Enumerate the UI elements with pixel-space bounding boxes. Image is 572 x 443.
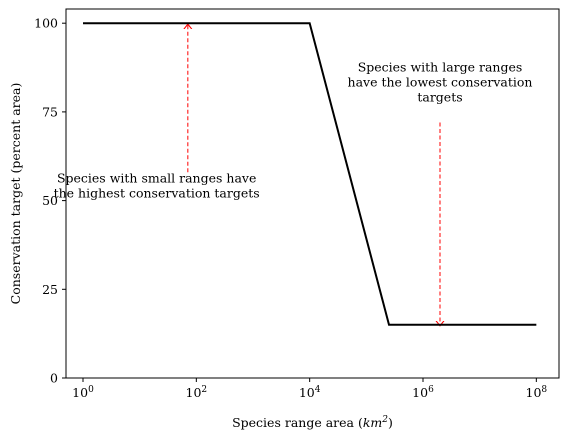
x-tick-label: 104: [299, 385, 321, 400]
x-axis-ticks: 100 102 104 106 108: [72, 378, 547, 400]
annotation-text: Species with large ranges have the lowest…: [348, 60, 533, 105]
series: [83, 22, 537, 326]
y-tick-label: 75: [42, 104, 58, 119]
y-tick-label: 50: [42, 193, 58, 208]
x-tick-label: 102: [186, 385, 208, 400]
series-line: [83, 22, 537, 326]
plot-area: [65, 8, 560, 379]
y-tick-label: 25: [42, 282, 58, 297]
y-tick-label: 0: [50, 371, 58, 386]
x-tick-label: 100: [72, 385, 94, 400]
annotation-text: Species with small ranges have the highes…: [54, 171, 260, 201]
x-tick-label: 108: [526, 385, 548, 400]
annotations: Species with small ranges have the highes…: [54, 24, 533, 326]
x-tick-label: 106: [412, 385, 434, 400]
y-axis-ticks: 0 25 50 75 100: [34, 16, 66, 386]
x-axis-label: Species range area (km2): [232, 415, 393, 430]
y-tick-label: 100: [34, 16, 58, 31]
y-axis-label: Conservation target (percent area): [8, 83, 23, 305]
